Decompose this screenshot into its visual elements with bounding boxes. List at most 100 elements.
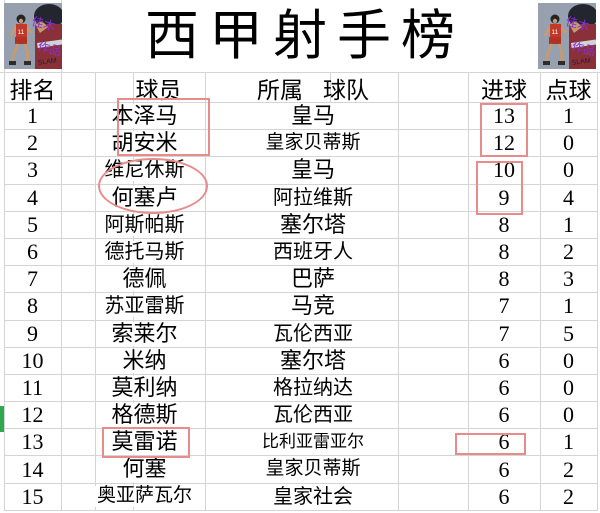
team-cell[interactable]: 皇家贝蒂斯 (228, 456, 398, 482)
team-cell[interactable]: 瓦伦西亚 (228, 321, 398, 347)
player-cell[interactable]: 阿斯帕斯 (61, 212, 228, 238)
goals-cell[interactable]: 6 (498, 483, 510, 509)
penalties-cell[interactable]: 0 (563, 402, 574, 428)
table-row: 7 德佩 巴萨 8 3 (4, 266, 597, 294)
rank-cell[interactable]: 7 (27, 266, 38, 292)
header-team[interactable]: 所属 球队 (228, 73, 398, 103)
goals-cell[interactable]: 6 (498, 456, 510, 482)
goals-cell[interactable]: 7 (498, 293, 510, 319)
goals-cell[interactable]: 6 (498, 429, 510, 455)
team-cell[interactable]: 阿拉维斯 (228, 185, 398, 211)
goals-cell[interactable]: 10 (493, 157, 515, 183)
goals-cell[interactable]: 8 (498, 239, 510, 265)
goals-cell[interactable]: 8 (498, 266, 510, 292)
penalties-cell[interactable]: 0 (563, 374, 574, 400)
rank-cell[interactable]: 1 (27, 103, 38, 129)
penalties-cell[interactable]: 0 (563, 347, 574, 373)
team-cell[interactable]: 皇马 (228, 157, 398, 183)
rank-cell[interactable]: 4 (27, 184, 38, 210)
penalties-cell[interactable]: 2 (563, 456, 574, 482)
team-cell[interactable]: 巴萨 (228, 266, 398, 292)
annotation-box-players-top (117, 98, 210, 156)
rank-cell[interactable]: 3 (27, 157, 38, 183)
player-cell[interactable]: 格德斯 (61, 402, 228, 428)
empty-cell (398, 484, 468, 510)
penalties-cell[interactable]: 5 (563, 320, 574, 346)
penalties-cell[interactable]: 3 (563, 266, 574, 292)
table-row: 2 胡安米 皇家贝蒂斯 12 0 (4, 130, 597, 158)
player-cell[interactable]: 莫雷诺 (61, 429, 228, 455)
team-cell[interactable]: 皇家贝蒂斯 (228, 130, 398, 156)
player-cell[interactable]: 胡安米 (61, 130, 228, 156)
rank-cell[interactable]: 12 (21, 402, 44, 428)
green-marker (0, 406, 4, 432)
player-cell[interactable]: 本泽马 (61, 103, 228, 129)
team-cell[interactable]: 瓦伦西亚 (228, 402, 398, 428)
penalties-cell[interactable]: 1 (563, 211, 574, 237)
table-row: 8 苏亚雷斯 马竞 7 1 (4, 293, 597, 321)
header-rank[interactable]: 排名 (9, 77, 56, 103)
goals-cell[interactable]: 8 (498, 211, 510, 237)
penalties-cell[interactable]: 0 (563, 157, 574, 183)
team-cell[interactable]: 皇马 (228, 103, 398, 129)
player-cell[interactable]: 德佩 (61, 266, 228, 292)
empty-cell (398, 212, 468, 238)
team-cell[interactable]: 塞尔塔 (228, 212, 398, 238)
team-cell[interactable]: 塞尔塔 (228, 348, 398, 374)
goals-cell[interactable]: 12 (493, 130, 515, 156)
slam-dunk-artwork-left: SLAM 11 佳木 作品 (4, 3, 62, 69)
empty-cell (398, 348, 468, 374)
empty-cell (398, 266, 468, 292)
penalties-cell[interactable]: 2 (563, 239, 574, 265)
player-cell[interactable]: 苏亚雷斯 (61, 293, 228, 319)
team-cell[interactable]: 皇家社会 (228, 484, 398, 510)
rank-cell[interactable]: 8 (27, 293, 38, 319)
rank-cell[interactable]: 14 (21, 456, 44, 482)
basketball-art-image: SLAM 11 佳木 作品 (4, 3, 62, 69)
rank-cell[interactable]: 9 (27, 320, 38, 346)
title-row: 西甲射手榜 (0, 0, 600, 73)
annotation-ellipse-players (98, 158, 208, 214)
penalties-cell[interactable]: 0 (563, 130, 574, 156)
rank-cell[interactable]: 11 (21, 374, 44, 400)
player-cell[interactable]: 索莱尔 (61, 321, 228, 347)
rank-cell[interactable]: 5 (27, 211, 38, 237)
rank-cell[interactable]: 13 (21, 429, 44, 455)
rank-cell[interactable]: 2 (27, 130, 38, 156)
penalties-cell[interactable]: 1 (563, 103, 574, 129)
rank-cell[interactable]: 10 (21, 347, 44, 373)
player-cell[interactable]: 米纳 (61, 348, 228, 374)
team-cell[interactable]: 马竞 (228, 293, 398, 319)
penalties-cell[interactable]: 1 (563, 293, 574, 319)
watermark-text: 佳木 (30, 14, 57, 33)
penalties-cell[interactable]: 1 (563, 429, 574, 455)
header-goals[interactable]: 进球 (481, 77, 527, 103)
player-cell[interactable]: 何塞 (61, 456, 228, 482)
goals-cell[interactable]: 6 (498, 374, 510, 400)
team-cell[interactable]: 格拉纳达 (228, 375, 398, 401)
empty-cell (398, 293, 468, 319)
player-cell[interactable]: 德托马斯 (61, 239, 228, 265)
watermark-text: 作品 (570, 39, 596, 58)
goals-cell[interactable]: 13 (493, 103, 515, 129)
table-row: 14 何塞 皇家贝蒂斯 6 2 (4, 456, 597, 484)
player-cell[interactable]: 奥亚萨瓦尔 (61, 484, 228, 510)
goals-cell[interactable]: 6 (498, 402, 510, 428)
penalties-cell[interactable]: 2 (563, 483, 574, 509)
goals-cell[interactable]: 7 (498, 320, 510, 346)
rank-cell[interactable]: 6 (27, 239, 38, 265)
table-row: 1 本泽马 皇马 13 1 (4, 103, 597, 131)
empty-cell (398, 157, 468, 183)
goals-cell[interactable]: 6 (498, 347, 510, 373)
team-cell[interactable]: 比利亚雷亚尔 (228, 429, 398, 455)
penalties-cell[interactable]: 4 (563, 184, 574, 210)
goals-cell[interactable]: 9 (498, 184, 510, 210)
table-row: 9 索莱尔 瓦伦西亚 7 5 (4, 321, 597, 348)
team-cell[interactable]: 西班牙人 (228, 239, 398, 265)
art-bottom-text: SLAM (571, 57, 591, 67)
gridline (468, 73, 469, 511)
table-row: 13 莫雷诺 比利亚雷亚尔 6 1 (4, 429, 597, 457)
rank-cell[interactable]: 15 (21, 483, 44, 509)
player-cell[interactable]: 莫利纳 (61, 375, 228, 401)
header-penalties[interactable]: 点球 (545, 77, 592, 103)
